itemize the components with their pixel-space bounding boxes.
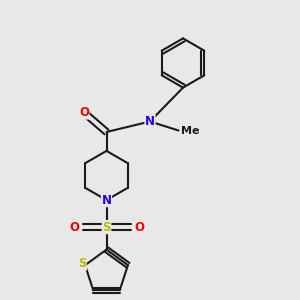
Text: N: N (101, 194, 112, 207)
Text: Me: Me (181, 126, 200, 136)
Text: S: S (102, 220, 111, 234)
Text: S: S (78, 257, 86, 270)
Text: O: O (134, 220, 144, 234)
Text: N: N (145, 115, 155, 128)
Text: O: O (69, 220, 79, 234)
Text: O: O (79, 106, 89, 119)
